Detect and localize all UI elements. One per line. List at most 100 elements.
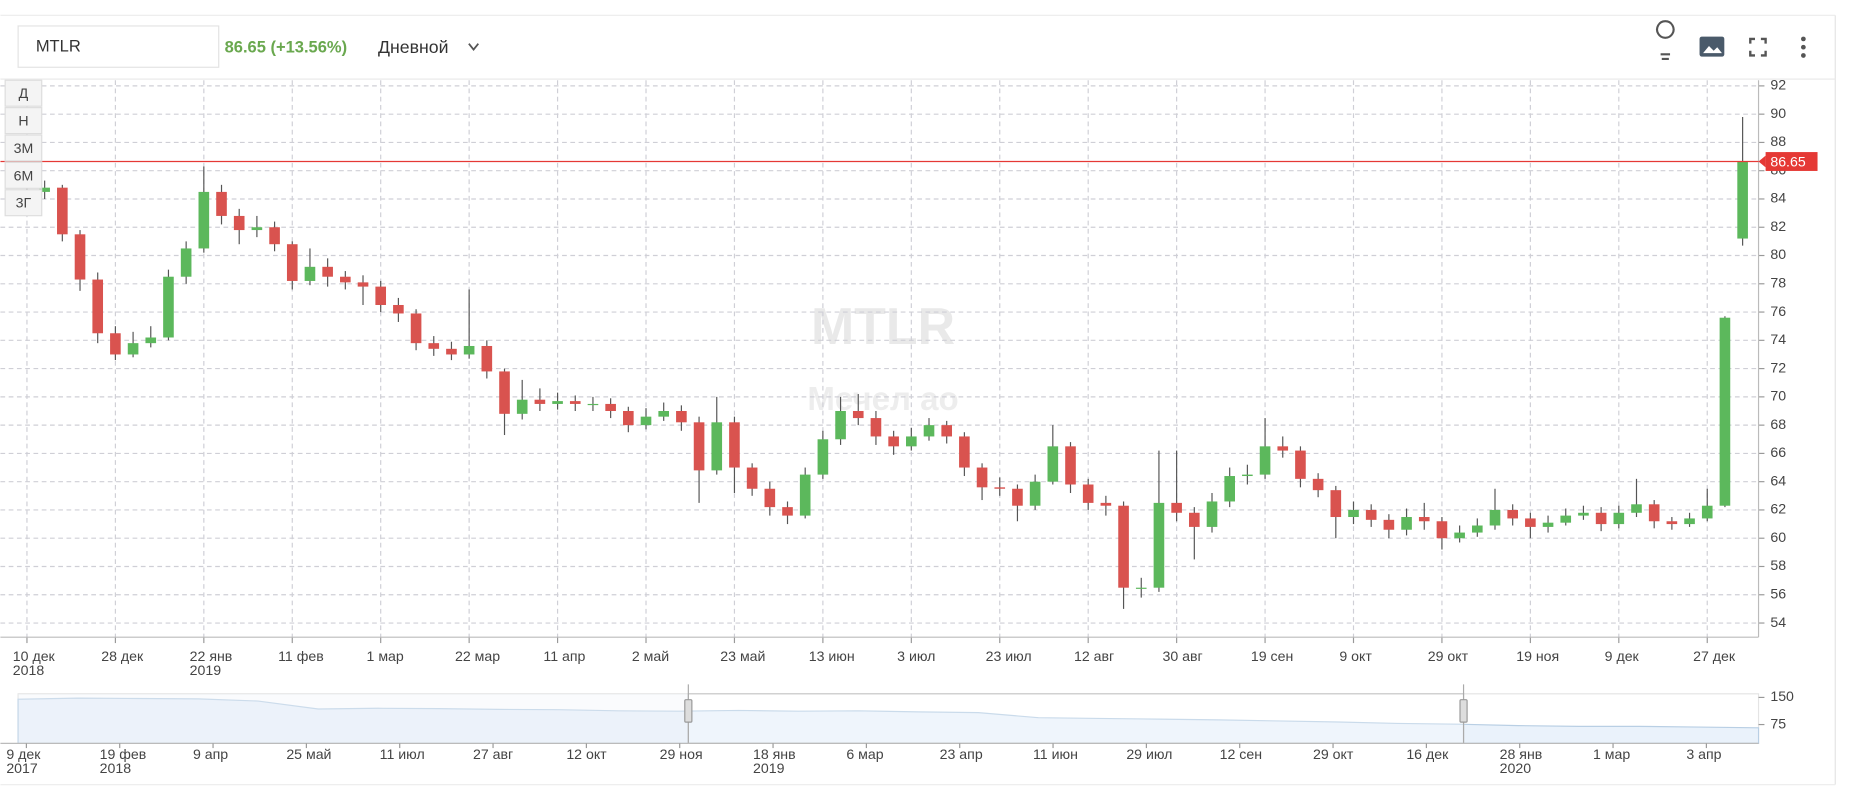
range-button-label: 3Г <box>16 195 32 211</box>
nav-mask-left <box>18 693 689 744</box>
range-button[interactable]: 3М <box>4 134 43 162</box>
nav-x-tick-label: 12 окт <box>566 746 607 762</box>
candle-body <box>906 436 917 447</box>
nav-x-tick-year: 2017 <box>6 760 38 776</box>
nav-x-tick-label: 23 апр <box>940 746 983 762</box>
x-tick-label: 19 ноя <box>1516 648 1559 664</box>
candle-body <box>393 304 404 314</box>
y-tick-label: 64 <box>1770 472 1786 488</box>
nav-x-tick-label: 29 ноя <box>660 746 703 762</box>
candle-body <box>534 399 546 404</box>
candle-body <box>216 191 227 216</box>
range-button[interactable]: 6М <box>4 161 43 189</box>
candle-body <box>516 399 528 414</box>
bulb-icon <box>1656 20 1675 61</box>
range-button-bg <box>4 79 43 107</box>
candle-body <box>587 403 599 406</box>
candle-body <box>1330 490 1342 518</box>
nav-y-tick-label: 150 <box>1770 688 1794 704</box>
idea-button[interactable] <box>1656 20 1675 61</box>
candle-body <box>1418 517 1430 522</box>
ticker-input[interactable] <box>17 25 220 68</box>
y-tick-label: 78 <box>1770 275 1786 291</box>
nav-x-tick-label: 12 сен <box>1220 746 1262 762</box>
candle-body <box>1666 521 1678 525</box>
candle-body <box>941 425 953 437</box>
nav-handle[interactable] <box>684 699 693 723</box>
candle-body <box>1118 505 1129 588</box>
candle-body <box>817 439 829 475</box>
x-tick-label: 23 май <box>720 648 765 664</box>
candle-body <box>1542 522 1554 527</box>
candle-body <box>481 345 493 372</box>
nav-x-tick-label: 29 июл <box>1126 746 1172 762</box>
candle-body <box>676 411 687 423</box>
interval-dropdown[interactable]: Дневной <box>378 37 479 57</box>
y-tick-label: 56 <box>1770 585 1786 601</box>
candle-body <box>1047 446 1059 482</box>
candle-body <box>746 467 758 489</box>
range-button-label: Д <box>19 85 29 101</box>
last-price-marker <box>1758 155 1766 168</box>
candle-body <box>1206 501 1218 527</box>
price-change: 86.65 (+13.56%) <box>225 39 347 57</box>
candle-body <box>110 333 121 355</box>
candle-body <box>1135 587 1147 589</box>
x-tick-label: 11 фев <box>278 648 324 664</box>
candle-body <box>463 345 475 355</box>
fullscreen-button[interactable] <box>1749 37 1767 57</box>
candle-body <box>729 422 740 468</box>
candle-body <box>1365 509 1377 520</box>
screenshot-button[interactable] <box>1699 36 1725 57</box>
x-tick-label: 29 окт <box>1428 648 1469 664</box>
menu-dot <box>1801 36 1806 42</box>
navigator-area <box>17 697 1760 744</box>
menu-dot <box>1801 53 1806 58</box>
range-button[interactable]: Н <box>4 107 43 135</box>
y-tick-label: 92 <box>1770 77 1786 93</box>
x-tick-label: 22 мар <box>455 648 500 664</box>
candle-body <box>1312 478 1324 491</box>
image-icon <box>1699 36 1725 57</box>
candle-body <box>1507 509 1518 519</box>
candle-body <box>357 282 369 287</box>
range-button-label: Н <box>18 113 28 129</box>
candle-body <box>340 276 351 283</box>
x-tick-label: 9 окт <box>1339 648 1372 664</box>
x-tick-label: 1 мар <box>367 648 404 664</box>
candle-body <box>1065 446 1076 485</box>
candle-body <box>57 187 68 235</box>
nav-selection[interactable] <box>687 693 1465 744</box>
plot-area: 5456586062646668707274767880828486889092… <box>0 77 1818 678</box>
candle-body <box>428 343 440 349</box>
range-button[interactable]: Д <box>4 79 43 107</box>
y-tick-label: 66 <box>1770 444 1786 460</box>
candle-body <box>163 276 174 338</box>
candle-body <box>1277 446 1289 451</box>
candle-body <box>304 266 316 281</box>
candle-body <box>799 474 811 516</box>
range-button[interactable]: 3Г <box>4 189 43 217</box>
nav-x-tick-label: 1 мар <box>1593 746 1630 762</box>
y-tick-label: 90 <box>1770 105 1786 121</box>
nav-x-tick-label: 11 июл <box>380 746 425 762</box>
candle-body <box>1737 161 1748 239</box>
nav-handle[interactable] <box>1459 699 1468 723</box>
x-tick-label: 11 апр <box>543 648 585 664</box>
candle-body <box>1648 504 1660 522</box>
nav-x-tick-label: 11 июн <box>1033 746 1078 762</box>
menu-button[interactable] <box>1801 36 1806 58</box>
candle-body <box>1525 518 1536 527</box>
nav-x-tick-label: 25 май <box>286 746 331 762</box>
range-button-bg <box>4 161 43 189</box>
y-tick-label: 54 <box>1770 614 1786 630</box>
candle-body <box>552 401 563 404</box>
candle-body <box>198 191 210 249</box>
interval-text: Дневной <box>378 37 448 57</box>
candle-body <box>569 401 581 404</box>
candle-body <box>1560 515 1572 523</box>
x-tick-label: 27 дек <box>1693 648 1736 664</box>
